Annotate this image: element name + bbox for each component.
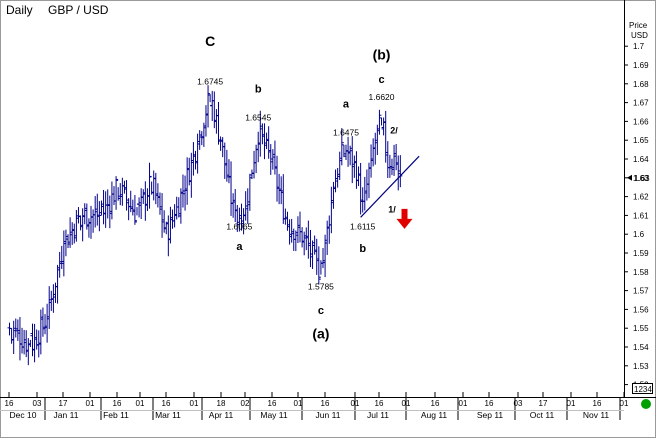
chart-period-label: Daily — [6, 3, 33, 17]
wave-annotation: (b) — [373, 46, 391, 62]
price-tick-label: 1.61 — [633, 211, 649, 220]
price-tick-label: 1.53 — [633, 362, 649, 371]
trendline — [360, 155, 420, 218]
month-tick-label: Dec 10 — [10, 410, 37, 420]
ohlc-bars — [7, 85, 403, 366]
status-dot — [641, 399, 651, 409]
wave-annotation: 1.6115 — [350, 222, 376, 232]
down-arrow-icon — [396, 208, 413, 229]
day-tick-label: 16 — [321, 399, 330, 408]
price-tick-label: 1.66 — [633, 117, 649, 126]
wave-annotation: b — [359, 243, 366, 255]
day-tick-label: 16 — [485, 399, 494, 408]
price-axis-box-label: 1234 — [634, 385, 652, 394]
wave-annotation: 1/ — [388, 205, 396, 215]
wave-annotation: 1.6545 — [245, 112, 271, 122]
price-tick-label: 1.65 — [633, 136, 649, 145]
price-tick-label: 1.55 — [633, 324, 649, 333]
wave-annotation: 1.6745 — [197, 77, 223, 87]
wave-annotation: (a) — [312, 326, 329, 342]
chart-overlays: C 1.6745 b 1.6545 1.6065 a 1.5785 c (a) a 1.6475 (b… — [197, 33, 420, 342]
wave-annotation: a — [236, 241, 243, 253]
day-tick-label: 16 — [113, 399, 122, 408]
day-tick-label: 02 — [241, 399, 250, 408]
day-tick-label: 16 — [162, 399, 171, 408]
wave-annotation: c — [318, 305, 324, 317]
price-tick-label: 1.54 — [633, 343, 649, 352]
wave-annotation: 1.6065 — [226, 222, 252, 232]
day-tick-label: 01 — [86, 399, 95, 408]
price-tick-label: 1.68 — [633, 80, 649, 89]
price-tick-label: 1.64 — [633, 155, 649, 164]
month-tick-label: Jul 11 — [367, 410, 389, 420]
day-tick-label: 16 — [431, 399, 440, 408]
day-tick-label: 01 — [620, 399, 629, 408]
day-tick-label: 16 — [593, 399, 602, 408]
day-tick-label: 16 — [375, 399, 384, 408]
price-tick-label: 1.57 — [633, 287, 649, 296]
day-tick-label: 17 — [539, 399, 548, 408]
instrument-symbol-label: GBP / USD — [48, 3, 109, 17]
wave-annotation: a — [343, 98, 350, 110]
day-tick-label: 17 — [59, 399, 68, 408]
price-axis-title: Price — [629, 21, 648, 30]
month-tick-label: May 11 — [260, 410, 288, 420]
month-tick-label: Oct 11 — [530, 410, 555, 420]
day-tick-label: 01 — [459, 399, 468, 408]
month-tick-label: Sep 11 — [477, 410, 504, 420]
price-axis-box — [632, 383, 653, 394]
wave-annotation: 1.6475 — [333, 128, 359, 138]
wave-annotation: b — [255, 83, 262, 95]
month-tick-label: Nov 11 — [583, 410, 610, 420]
month-tick-label: Feb 11 — [103, 410, 129, 420]
price-tick-label: 1.62 — [633, 193, 649, 202]
day-tick-label: 03 — [514, 399, 523, 408]
price-tick-label: 1.6 — [633, 230, 645, 239]
day-tick-label: 01 — [136, 399, 145, 408]
wave-annotation: 1.6620 — [369, 92, 395, 102]
price-tick-label: 1.69 — [633, 61, 649, 70]
month-tick-label: Jun 11 — [316, 410, 341, 420]
day-tick-label: 01 — [567, 399, 576, 408]
price-axis-unit: USD — [631, 31, 648, 40]
month-tick-label: Apr 11 — [209, 410, 234, 420]
time-axis: 16 03 17 01 16 01 16 01 18 02 16 01 16 01 16 01 16 01 16 03… — [0, 392, 629, 420]
wave-annotation: c — [378, 74, 384, 86]
price-tick-label: 1.58 — [633, 268, 649, 277]
price-tick-label: 1.56 — [633, 305, 649, 314]
last-price-label: 1.63 — [634, 174, 650, 183]
month-tick-label: Aug 11 — [421, 410, 448, 420]
month-tick-label: Mar 11 — [155, 410, 181, 420]
price-tick-label: 1.63 — [633, 174, 649, 183]
price-tick-label: 1.59 — [633, 249, 649, 258]
day-tick-label: 01 — [190, 399, 199, 408]
day-tick-label: 01 — [294, 399, 303, 408]
last-price-marker — [627, 174, 632, 181]
wave-annotation: C — [205, 33, 215, 49]
month-tick-label: Jan 11 — [54, 410, 79, 420]
day-tick-label: 18 — [217, 399, 226, 408]
day-tick-label: 03 — [33, 399, 42, 408]
day-tick-label: 16 — [268, 399, 277, 408]
day-tick-label: 16 — [5, 399, 14, 408]
price-tick-label: 1.7 — [633, 42, 645, 51]
wave-annotation: 1.5785 — [308, 282, 334, 292]
price-tick-label: 1.67 — [633, 99, 649, 108]
wave-annotation: 2/ — [390, 126, 398, 136]
